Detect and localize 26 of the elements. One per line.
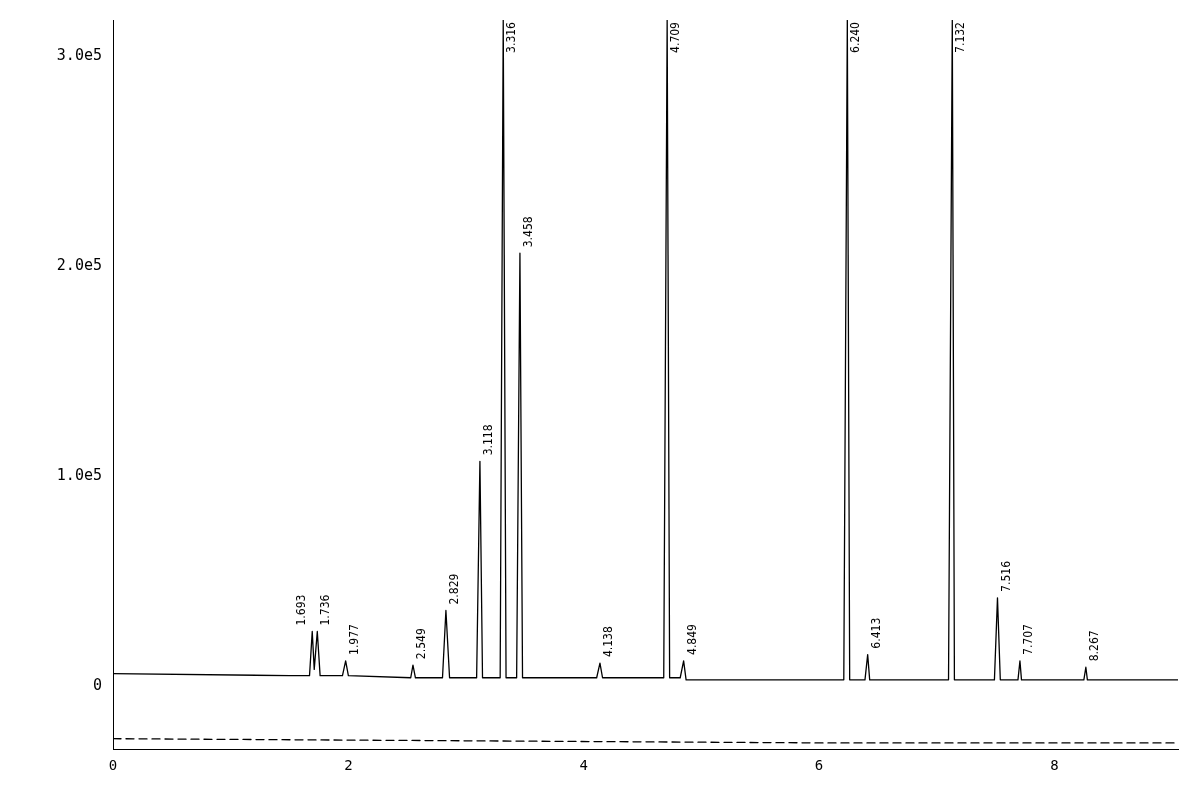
annotation: 2.829	[447, 573, 462, 605]
x-tick-label: 0	[108, 757, 118, 774]
y-tick-label: 1.0e5	[56, 465, 102, 484]
y-tick-label: 0	[92, 676, 102, 695]
y-tick-label: 2.0e5	[56, 255, 102, 274]
annotation: 1.736	[318, 594, 333, 626]
annotation: 4.849	[684, 623, 699, 655]
annotation: 8.267	[1086, 630, 1101, 662]
annotation: 2.549	[414, 628, 429, 660]
annotation: 4.138	[601, 626, 616, 658]
y-tick-label: 3.0e5	[56, 45, 102, 64]
annotation: 4.709	[668, 21, 683, 53]
annotation: 7.707	[1021, 624, 1036, 655]
annotation: 1.693	[294, 594, 309, 626]
annotation: 7.516	[998, 560, 1013, 592]
annotation: 3.316	[504, 21, 519, 53]
annotation: 7.132	[953, 22, 968, 53]
annotation: 6.413	[868, 617, 883, 649]
annotation: 6.240	[848, 21, 863, 53]
x-tick-label: 6	[814, 757, 824, 774]
annotation: 1.977	[346, 624, 361, 655]
annotation: 3.118	[481, 424, 496, 456]
x-tick-label: 2	[344, 757, 353, 774]
annotation: 3.458	[521, 216, 536, 248]
x-tick-label: 8	[1050, 757, 1059, 774]
x-tick-label: 4	[579, 757, 588, 774]
